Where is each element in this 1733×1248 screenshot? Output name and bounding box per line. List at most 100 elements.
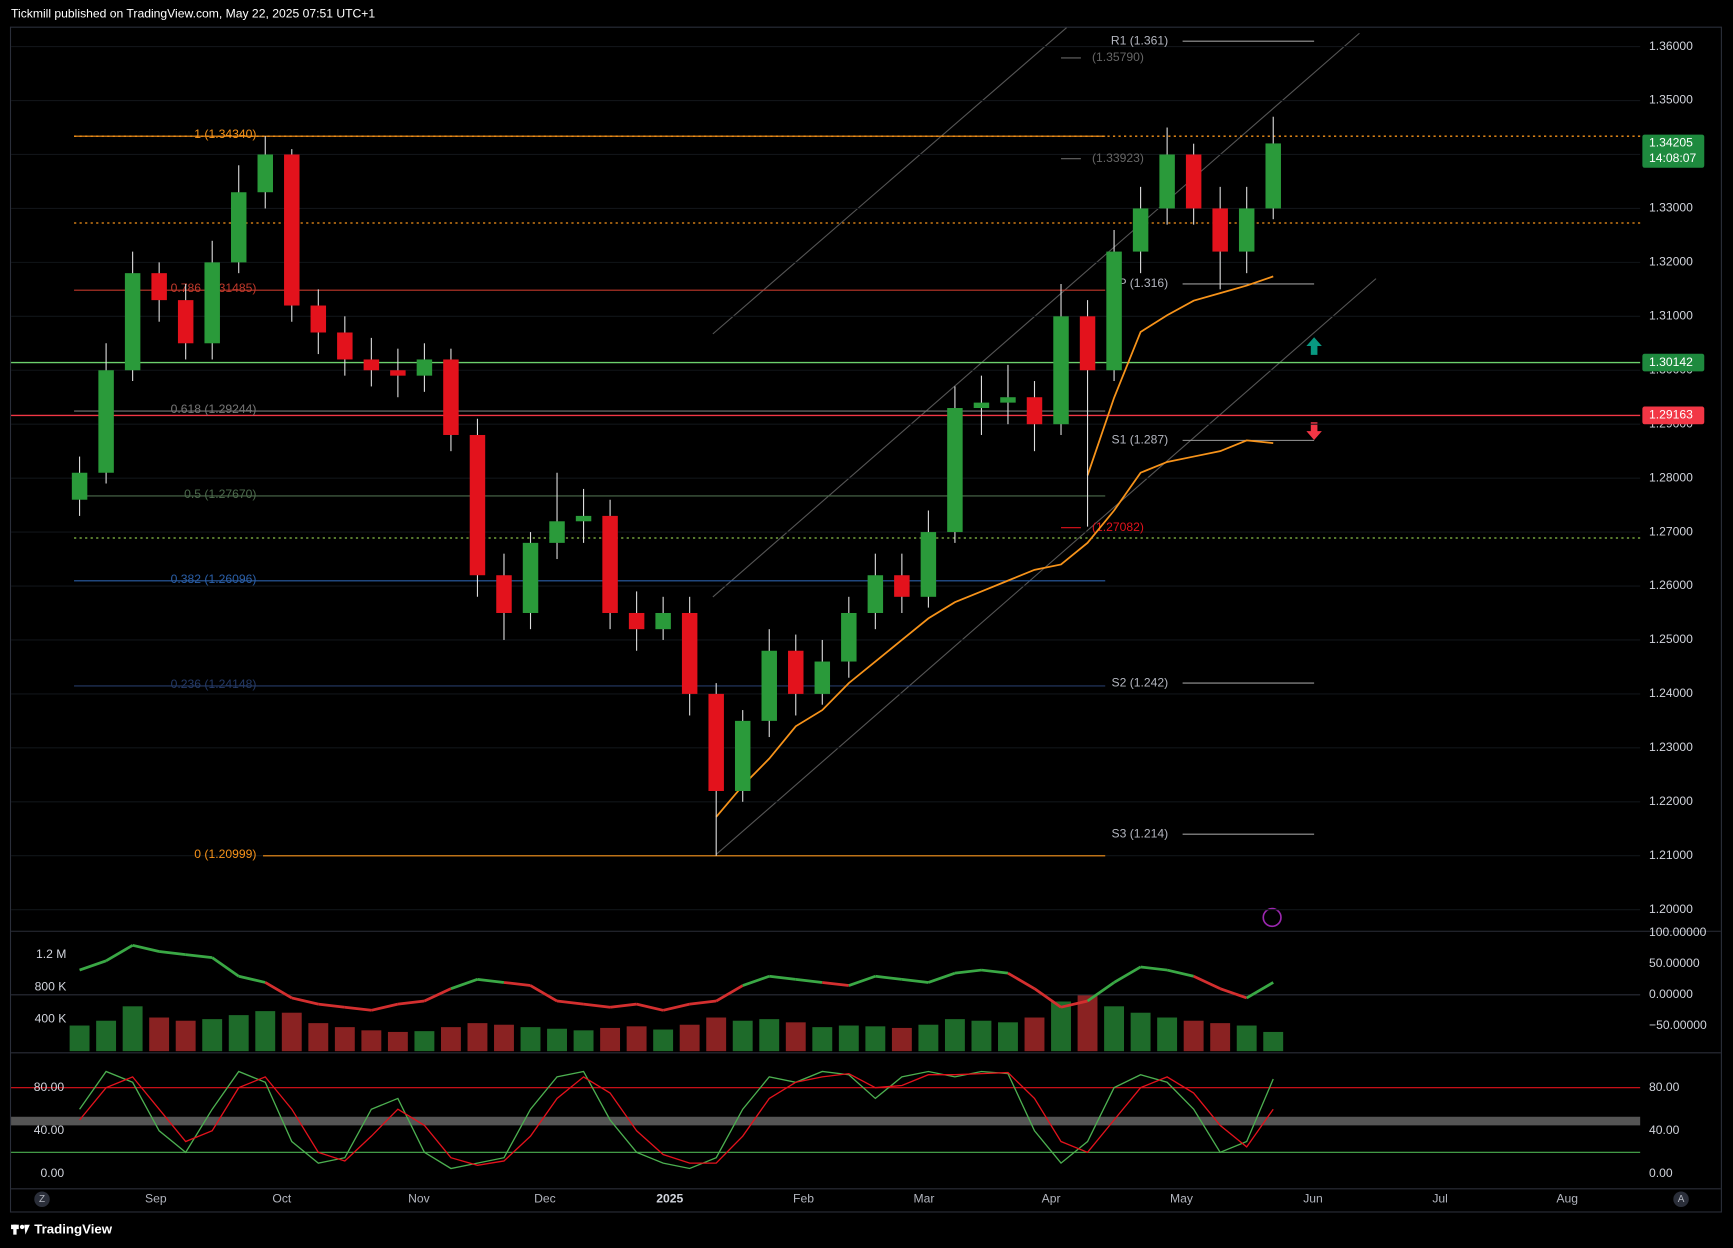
candle-body <box>973 402 990 409</box>
oscillator-segment <box>79 959 107 972</box>
frame <box>9 26 1722 1213</box>
zoom-button[interactable] <box>34 1191 50 1208</box>
pivot-label: S1 (1.287) <box>1112 433 1169 447</box>
volume-bar <box>812 1027 833 1052</box>
volume-bar <box>1183 1020 1204 1052</box>
stoch-tick-label: 40.00 <box>34 1123 65 1137</box>
oscillator-tick-label: 50.00000 <box>1649 956 1700 970</box>
x-tick-label: Jul <box>1432 1191 1448 1205</box>
oscillator-segment <box>848 974 876 987</box>
moving-average <box>1086 275 1274 476</box>
y-tick-label: 1.31000 <box>1649 309 1693 323</box>
oscillator-segment <box>291 996 319 1006</box>
oscillator-segment <box>742 974 770 987</box>
oscillator-segment <box>715 984 744 1003</box>
channel-line <box>715 278 1377 855</box>
candle-body <box>443 359 459 435</box>
candle-body <box>734 720 751 791</box>
oscillator-segment <box>583 1002 611 1009</box>
volume-bar <box>1236 1025 1257 1052</box>
candle-body <box>894 575 910 597</box>
oscillator-segment <box>1246 981 1274 1000</box>
volume-bar <box>600 1027 621 1052</box>
oscillator-segment <box>1166 968 1194 978</box>
candle-body <box>761 650 777 721</box>
oscillator-segment <box>450 978 478 990</box>
candle-body <box>230 192 247 263</box>
level-note: (1.33923) <box>1092 151 1144 165</box>
candle-body <box>681 612 698 694</box>
candle-body <box>1079 316 1096 371</box>
candle-body <box>1212 208 1228 252</box>
fib-label: 0.236 (1.24148) <box>171 677 257 691</box>
stoch-band <box>11 1116 1641 1126</box>
oscillator-segment <box>636 1002 664 1012</box>
oscillator-segment <box>1060 999 1088 1009</box>
oscillator-segment <box>1007 971 1036 990</box>
candle-body <box>1026 397 1043 425</box>
candle-body <box>708 693 724 791</box>
volume-bar <box>1157 1017 1178 1052</box>
volume-bar <box>255 1011 276 1052</box>
oscillator-segment <box>371 1002 399 1012</box>
stoch-tick-label: 40.00 <box>1649 1123 1680 1137</box>
price-badge-label: 1.30142 <box>1649 355 1693 369</box>
fib-label: 0.618 (1.29244) <box>171 402 257 416</box>
candle-body <box>1000 397 1016 403</box>
oscillator-segment <box>318 1002 345 1009</box>
oscillator-tick-label: 100.00000 <box>1649 925 1707 939</box>
x-tick-label: Sep <box>145 1191 167 1205</box>
volume-bar <box>149 1017 170 1052</box>
candle-body <box>496 575 512 613</box>
volume-bar <box>971 1020 992 1052</box>
oscillator-segment <box>981 968 1009 975</box>
y-tick-label: 1.22000 <box>1649 794 1693 808</box>
volume-bar <box>202 1019 223 1052</box>
candle-body <box>1238 208 1255 252</box>
y-tick-label: 1.21000 <box>1649 848 1693 862</box>
price-badge <box>1642 406 1705 425</box>
alert-icon[interactable] <box>1262 907 1282 928</box>
oscillator-tick-label: 0.00000 <box>1649 987 1693 1001</box>
volume-bar <box>944 1019 965 1052</box>
x-tick-label: Nov <box>408 1191 431 1205</box>
sell-arrow <box>1306 422 1322 440</box>
oscillator-segment <box>1033 987 1062 1009</box>
stoch-tick-label: 0.00 <box>1649 1166 1673 1180</box>
volume-bar <box>626 1026 647 1052</box>
oscillator-segment <box>264 981 293 1000</box>
pivot-label: S3 (1.214) <box>1112 826 1169 840</box>
candle-body <box>337 332 353 360</box>
oscillator-segment <box>423 987 452 1003</box>
volume-bar <box>547 1028 567 1052</box>
candle-body <box>602 515 618 613</box>
y-tick-label: 1.35000 <box>1649 93 1693 107</box>
oscillator-segment <box>822 981 849 987</box>
stoch-line <box>79 1070 1274 1170</box>
oscillator-segment <box>238 974 266 984</box>
x-tick-label: Oct <box>272 1191 292 1205</box>
oscillator-segment <box>344 1005 372 1012</box>
volume-bar <box>334 1027 355 1052</box>
candle-body <box>98 370 114 473</box>
volume-bar <box>1104 1006 1125 1052</box>
oscillator-segment <box>105 944 134 962</box>
candle-body <box>788 650 804 694</box>
volume-bar <box>520 1027 541 1052</box>
candle-body <box>867 575 884 613</box>
auto-button[interactable] <box>1673 1191 1689 1208</box>
y-tick-label: 1.36000 <box>1649 39 1693 53</box>
fib-label: 1 (1.34340) <box>194 127 256 141</box>
x-tick-label: Mar <box>914 1191 935 1205</box>
oscillator-segment <box>397 999 425 1006</box>
volume-bar <box>96 1020 117 1052</box>
x-tick-label: 2025 <box>656 1191 683 1205</box>
x-tick-label: Feb <box>793 1191 814 1205</box>
stoch-line <box>79 1071 1274 1166</box>
brand: TradingView <box>34 1222 112 1237</box>
y-tick-label: 1.33000 <box>1649 201 1693 215</box>
stoch-tick-label: 80.00 <box>34 1080 65 1094</box>
y-tick-label: 1.23000 <box>1649 740 1693 754</box>
candle-body <box>177 300 194 344</box>
